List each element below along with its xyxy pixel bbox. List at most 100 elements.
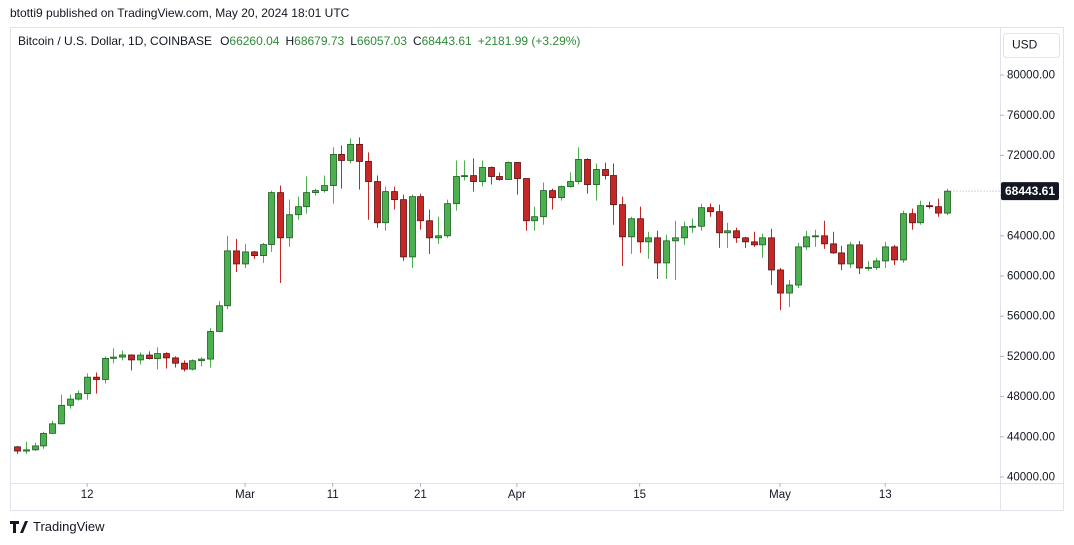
candle-body: [654, 237, 661, 264]
candle-body: [172, 357, 179, 364]
candle-body: [330, 154, 337, 186]
candle-body: [110, 356, 117, 359]
candle-body: [40, 432, 47, 447]
candle-body: [821, 235, 828, 245]
candle-body: [312, 190, 319, 193]
candle-body: [531, 216, 538, 222]
candle-body: [391, 191, 398, 201]
legend-title: Bitcoin / U.S. Dollar, 1D, COINBASE: [18, 34, 212, 48]
candle-body: [137, 354, 144, 361]
candle-body: [365, 161, 372, 182]
candle-body: [67, 398, 74, 406]
candle-body: [724, 230, 731, 234]
candle-body: [637, 218, 644, 243]
candle-body: [93, 376, 100, 380]
candle-body: [628, 218, 635, 238]
candle-body: [58, 404, 65, 425]
candle-body: [584, 159, 591, 185]
candle-body: [233, 250, 240, 265]
x-tick-label: May: [769, 489, 791, 501]
candle-body: [409, 196, 416, 258]
candle-body: [812, 235, 819, 238]
candle-body: [163, 353, 170, 359]
candle-body: [935, 206, 942, 214]
candle-body: [400, 199, 407, 258]
x-tick-label: Mar: [235, 489, 255, 501]
candle-body: [286, 214, 293, 239]
candle-body: [321, 185, 328, 191]
y-tick-label: 80000.00: [1007, 70, 1055, 82]
candle-body: [645, 237, 652, 243]
candle-body: [672, 237, 679, 242]
x-tick-label: 15: [633, 489, 646, 501]
candle-body: [549, 190, 556, 199]
candle-body: [198, 358, 205, 362]
y-tick-label: 56000.00: [1007, 311, 1055, 323]
publish-header: btotti9 published on TradingView.com, Ma…: [10, 6, 350, 20]
candle-body: [558, 186, 565, 199]
candle-body: [759, 237, 766, 246]
candle-body: [102, 357, 109, 380]
candle-body: [663, 240, 670, 264]
candle-body: [689, 225, 696, 228]
candle-body: [926, 205, 933, 208]
candle-body: [610, 175, 617, 206]
candle-body: [75, 393, 82, 400]
y-tick-label: 44000.00: [1007, 431, 1055, 443]
candle-body: [944, 190, 951, 214]
candle-body: [707, 207, 714, 213]
candle-body: [84, 376, 91, 395]
legend-value: 66057.03: [357, 34, 407, 48]
y-tick-label: 76000.00: [1007, 110, 1055, 122]
candle-body: [786, 284, 793, 294]
candle-body: [453, 176, 460, 205]
candle-body: [303, 192, 310, 208]
y-tick-label: 52000.00: [1007, 351, 1055, 363]
candle-body: [146, 354, 153, 359]
candle-body: [119, 354, 126, 358]
candle-body: [374, 181, 381, 224]
candle-body: [470, 175, 477, 182]
candle-body: [356, 143, 363, 162]
candle-body: [838, 252, 845, 265]
candle-body: [417, 196, 424, 222]
candle-body: [795, 246, 802, 286]
candle-body: [496, 176, 503, 180]
candle-body: [733, 230, 740, 239]
legend-key: L: [350, 34, 357, 48]
candle-body: [426, 220, 433, 239]
candle-body: [873, 260, 880, 268]
candle-body: [207, 331, 214, 360]
candle-body: [909, 213, 916, 224]
candle-body: [154, 353, 161, 359]
legend-change: +2181.99 (+3.29%): [478, 34, 581, 48]
candle-body: [347, 143, 354, 161]
candle-body: [847, 244, 854, 265]
candle-body: [260, 244, 267, 257]
candle-body: [751, 241, 758, 246]
legend-value: 66260.04: [229, 34, 279, 48]
candle-body: [803, 236, 810, 248]
candle-body: [505, 162, 512, 180]
x-tick-label: 11: [327, 489, 339, 501]
candle-body: [575, 159, 582, 182]
candle-body: [865, 267, 872, 269]
last-price-box: [1001, 182, 1059, 201]
candle-body: [891, 246, 898, 261]
y-tick-label: 40000.00: [1007, 472, 1055, 484]
candle-body: [768, 237, 775, 271]
currency-label: USD: [1012, 38, 1038, 52]
candle-body: [268, 192, 275, 245]
candle-body: [181, 362, 188, 370]
candle-body: [382, 191, 389, 224]
currency-button[interactable]: [1003, 33, 1060, 58]
candle-body: [681, 226, 688, 239]
candle-body: [251, 251, 258, 257]
x-tick-label: 21: [414, 489, 427, 501]
candle-body: [523, 178, 530, 222]
candle-body: [49, 423, 56, 434]
candle-body: [435, 235, 442, 239]
last-price-label: 68443.61: [1005, 184, 1055, 198]
candle-body: [540, 190, 547, 218]
